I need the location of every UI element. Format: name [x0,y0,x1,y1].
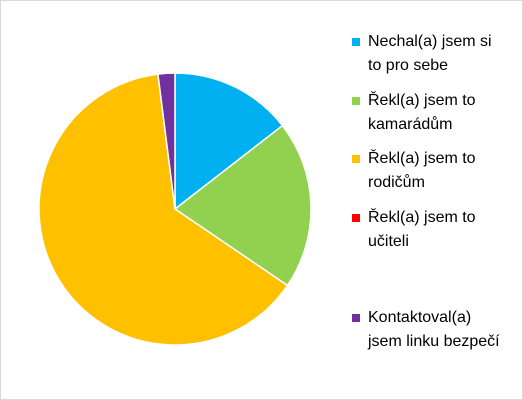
pie-slice [173,124,312,287]
legend-item: Řekl(a) jsem to učiteli [352,206,517,254]
legend-swatch [352,38,360,46]
legend-swatch [352,314,360,322]
pie-slice [157,72,176,210]
legend-item: Řekl(a) jsem to rodičům [352,147,517,195]
legend-label: Řekl(a) jsem to kamarádům [368,92,476,133]
legend-label: Nechal(a) jsem si to pro sebe [368,33,492,74]
legend-item: Nechal(a) jsem si to pro sebe [352,30,517,78]
pie-slice [174,72,284,211]
legend-label: Řekl(a) jsem to učiteli [368,209,476,250]
legend-swatch [352,97,360,105]
pie-slice [38,73,289,346]
legend-item: Kontaktoval(a) jsem linku bezpečí [352,306,517,354]
legend-label: Kontaktoval(a) jsem linku bezpečí [368,309,500,350]
legend-item: Řekl(a) jsem to kamarádům [352,89,517,137]
legend-swatch [352,214,360,222]
legend-swatch [352,155,360,163]
legend-label: Řekl(a) jsem to rodičům [368,150,476,191]
